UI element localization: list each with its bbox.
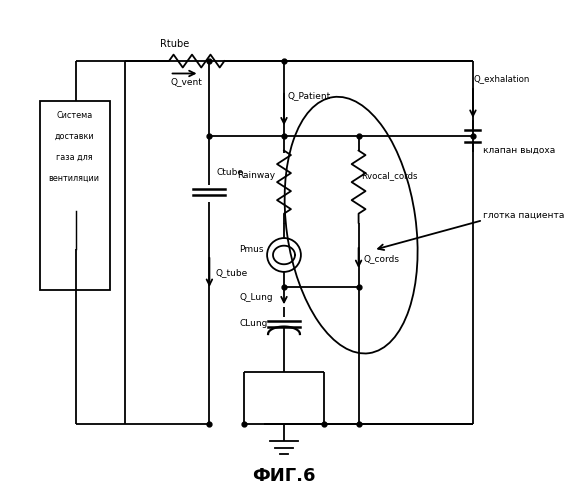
Text: Q_Patient: Q_Patient bbox=[288, 92, 331, 100]
Text: доставки: доставки bbox=[54, 132, 94, 141]
Text: вентиляции: вентиляции bbox=[49, 174, 100, 183]
Text: Q_exhalation: Q_exhalation bbox=[474, 74, 530, 83]
Text: Pmus: Pmus bbox=[239, 246, 264, 254]
Text: Rvocal_cords: Rvocal_cords bbox=[361, 171, 417, 180]
Text: ФИГ.6: ФИГ.6 bbox=[252, 467, 316, 485]
Bar bbox=[41, 101, 110, 290]
Text: Rtube: Rtube bbox=[160, 38, 189, 48]
Text: Система: Система bbox=[56, 112, 92, 120]
Text: Q_vent: Q_vent bbox=[171, 78, 203, 86]
Text: газа для: газа для bbox=[56, 153, 93, 162]
Text: глотка пациента: глотка пациента bbox=[483, 210, 565, 220]
Text: Q_cords: Q_cords bbox=[364, 254, 400, 264]
Text: Q_tube: Q_tube bbox=[215, 268, 248, 277]
Text: Rainway: Rainway bbox=[237, 171, 275, 180]
Text: Q_Lung: Q_Lung bbox=[239, 292, 273, 302]
Text: CLung: CLung bbox=[239, 319, 267, 328]
Text: клапан выдоха: клапан выдоха bbox=[483, 146, 555, 155]
Text: Ctube: Ctube bbox=[217, 168, 244, 177]
